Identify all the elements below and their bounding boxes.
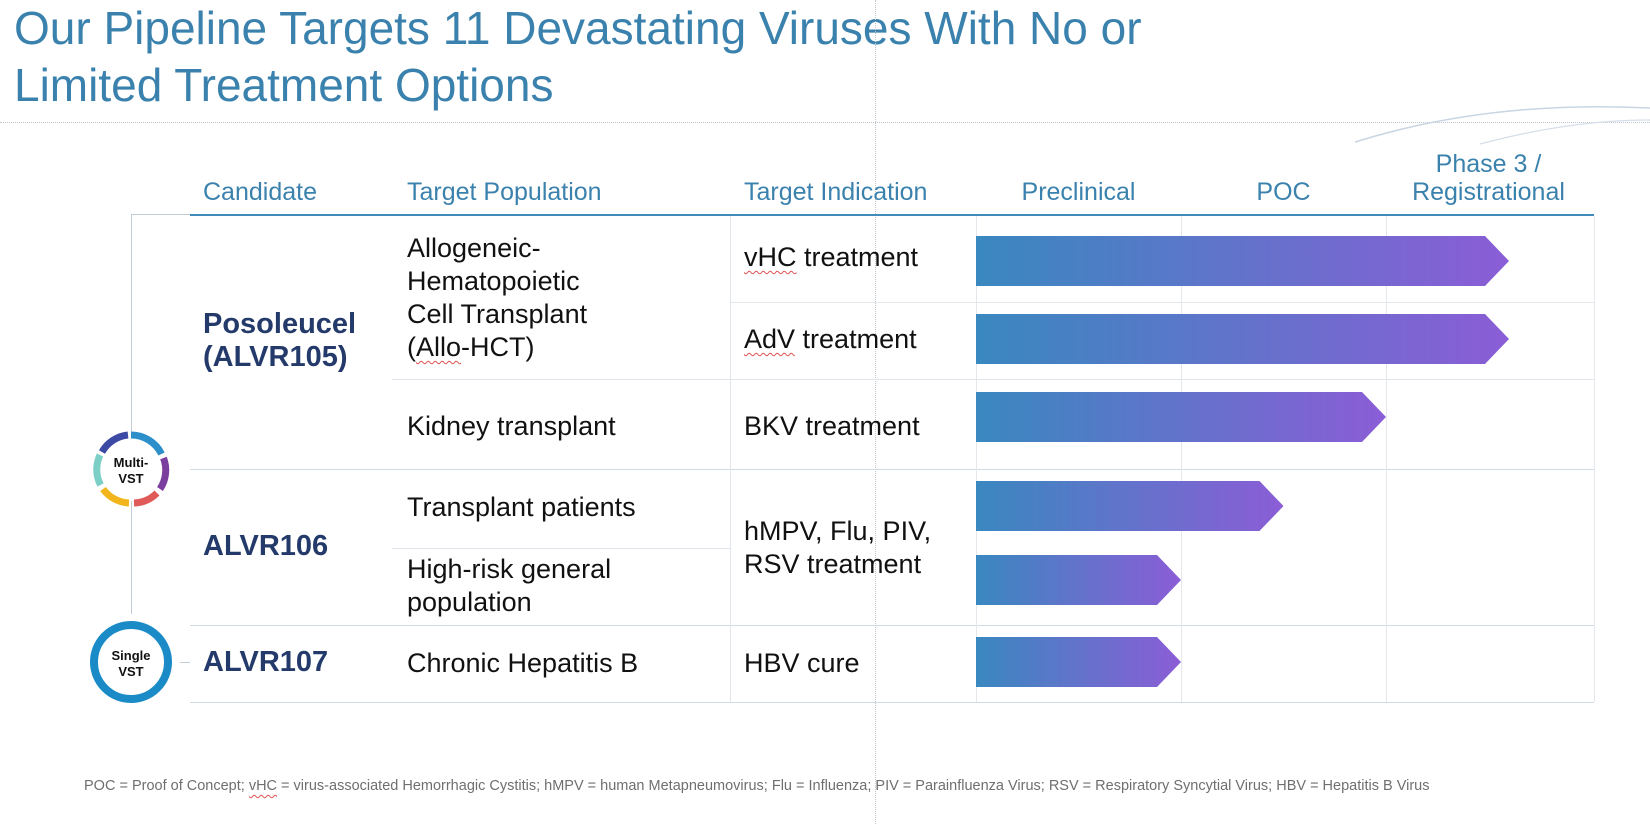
population-transplant-patients: Transplant patients: [407, 492, 636, 522]
title-line-2: Limited Treatment Options: [14, 59, 554, 111]
header-phase3: Phase 3 / Registrational: [1386, 150, 1591, 206]
indication-respiratory: hMPV, Flu, PIV, RSV treatment: [744, 515, 931, 581]
indication-adv-rest: treatment: [795, 324, 917, 354]
row-rule-posoleucel: [190, 469, 1594, 470]
guide-line: [875, 0, 876, 824]
row-rule-alvr106: [190, 625, 1594, 626]
candidate-alvr106: ALVR106: [203, 530, 329, 562]
candidate-posoleucel-line2: (ALVR105): [203, 341, 348, 373]
indication-respiratory-line1: hMPV, Flu, PIV,: [744, 516, 932, 546]
indication-vhc-abbr: vHC: [744, 242, 797, 272]
header-phase3-line1: Phase 3 /: [1435, 150, 1542, 178]
bracket-top: [131, 214, 190, 215]
population-allo-line4-spell: Allo: [416, 332, 462, 362]
header-poc: POC: [1256, 178, 1311, 206]
header-rule: [190, 214, 1594, 216]
population-allo-hct: Allogeneic- Hematopoietic Cell Transplan…: [407, 232, 587, 364]
population-kidney: Kidney transplant: [407, 411, 616, 441]
progress-bar-1: [976, 236, 1509, 286]
decorative-swoosh: [1354, 105, 1650, 145]
indication-respiratory-line2: RSV treatment: [744, 549, 922, 579]
single-badge-line2: VST: [118, 664, 143, 679]
page-title: Our Pipeline Targets 11 Devastating Viru…: [14, 0, 1314, 114]
progress-bar-5: [976, 555, 1181, 605]
population-high-risk: High-risk general population: [407, 553, 611, 619]
population-allo-line4-pre: (: [407, 332, 416, 362]
multi-badge-line2: VST: [118, 471, 143, 486]
footnote-pre: POC = Proof of Concept;: [84, 778, 249, 794]
population-allo-line1: Allogeneic-: [407, 233, 541, 263]
indication-bkv: BKV treatment: [744, 411, 920, 441]
indication-vhc: vHC treatment: [744, 241, 918, 274]
population-high-risk-line1: High-risk general: [407, 554, 612, 584]
table-bottom-rule: [190, 702, 1594, 703]
header-preclinical: Preclinical: [1021, 178, 1136, 206]
population-high-risk-line2: population: [407, 587, 532, 617]
population-allo-line3: Cell Transplant: [407, 299, 588, 329]
footnote-post: = virus-associated Hemorrhagic Cystitis;…: [277, 778, 1430, 794]
bracket-line: [131, 214, 132, 614]
title-divider: [0, 122, 1650, 123]
col-rule-end: [1594, 216, 1595, 702]
indication-hbv: HBV cure: [744, 648, 860, 678]
row-rule-transplant: [392, 548, 730, 549]
col-rule-indication: [730, 216, 731, 702]
population-hep-b: Chronic Hepatitis B: [407, 648, 639, 678]
header-target-population: Target Population: [407, 178, 602, 206]
candidate-posoleucel-line1: Posoleucel: [203, 308, 357, 340]
progress-bar-6: [976, 637, 1181, 687]
title-line-1: Our Pipeline Targets 11 Devastating Viru…: [14, 2, 1142, 54]
col-rule-phase3: [1386, 216, 1387, 702]
col-rule-preclinical: [976, 216, 977, 702]
population-allo-line2: Hematopoietic: [407, 266, 580, 296]
footnote: POC = Proof of Concept; vHC = virus-asso…: [84, 778, 1429, 794]
indication-adv: AdV treatment: [744, 323, 917, 356]
indication-adv-abbr: AdV: [744, 324, 796, 354]
row-rule-allo: [392, 379, 1594, 380]
single-badge-line1: Single: [111, 648, 150, 663]
footnote-vhc: vHC: [248, 778, 278, 794]
multi-badge-line1: Multi-: [114, 455, 149, 470]
progress-bar-3: [976, 392, 1386, 442]
row-rule-vhc: [730, 302, 1594, 303]
col-rule-poc: [1181, 216, 1182, 702]
candidate-alvr107: ALVR107: [203, 646, 329, 678]
single-vst-badge: Single VST: [90, 621, 172, 703]
progress-bar-4: [976, 481, 1284, 531]
indication-vhc-rest: treatment: [796, 242, 919, 272]
header-target-indication: Target Indication: [744, 178, 928, 206]
population-allo-line4-post: -HCT): [461, 332, 535, 362]
header-phase3-line2: Registrational: [1412, 178, 1565, 206]
progress-bar-2: [976, 314, 1509, 364]
bracket-single-tick: [180, 662, 190, 663]
header-candidate: Candidate: [203, 178, 317, 206]
multi-vst-badge: Multi- VST: [93, 431, 170, 507]
candidate-posoleucel: Posoleucel (ALVR105): [203, 308, 356, 374]
